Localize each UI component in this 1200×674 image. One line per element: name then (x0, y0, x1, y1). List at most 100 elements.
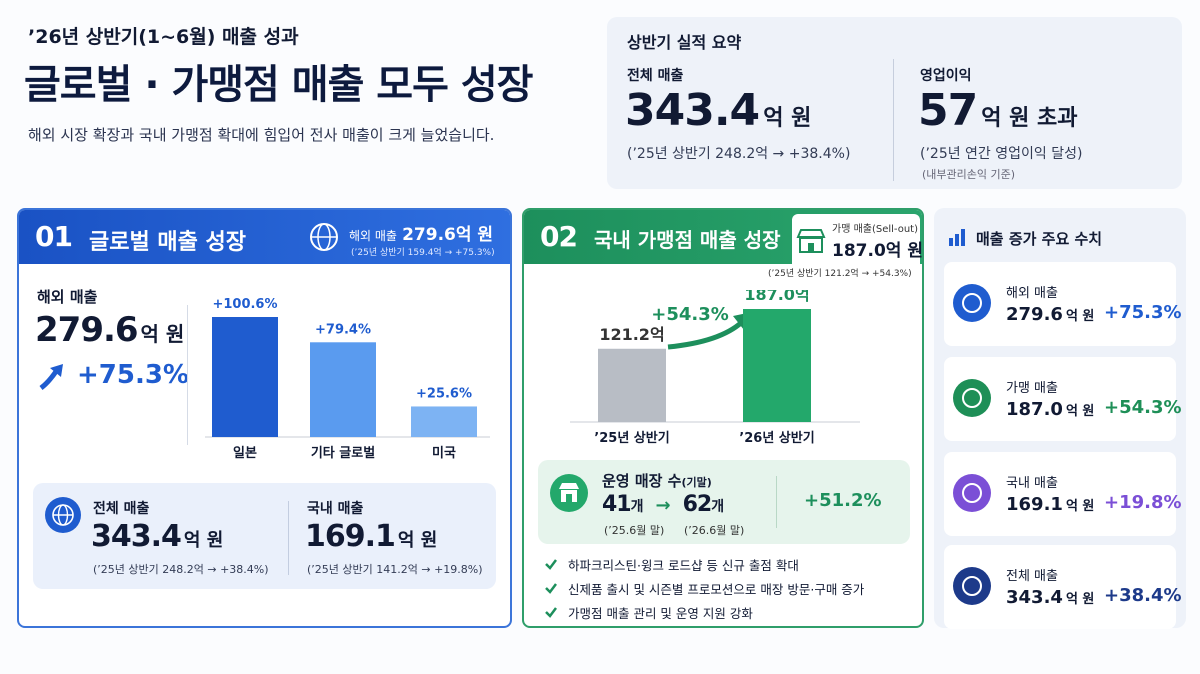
summary-note: (’25년 연간 영업이익 달성) (920, 146, 1083, 162)
global-header (19, 210, 510, 264)
bottom-value: 169.1 (305, 519, 396, 554)
subtitle: 해외 시장 확장과 국내 가맹점 확대에 힘입어 전사 매출이 크게 늘었습니다… (28, 126, 495, 144)
sidebar-value-row: 169.1 억 원 (1006, 494, 1094, 515)
metric-unit: 억 원 (140, 322, 185, 346)
bullet: 하파크리스틴·윙크 로드샵 등 신규 출점 확대 (544, 552, 864, 576)
section-number: 01 (35, 220, 73, 253)
check-icon (545, 583, 557, 594)
bar (212, 317, 278, 437)
sidebar-label: 전체 매출 (1006, 569, 1058, 584)
growth-arrow (667, 320, 744, 350)
icon (953, 567, 991, 605)
global-card: 01 글로벌 매출 성장 해외 매출 279.6억 원 (’25년 상반기 15… (17, 208, 512, 628)
sidebar-card: 해외 매출 279.6 억 원 +75.3% (944, 262, 1182, 346)
globe-icon (45, 497, 81, 533)
check (545, 559, 557, 570)
stores-unit: 개 (711, 499, 725, 515)
icon-circle (953, 379, 991, 417)
category-label: ’25년 상반기 (594, 430, 669, 446)
value-label: 187.0억 (744, 290, 809, 304)
summary-unit: 억 원 초과 (981, 106, 1078, 131)
section-number: 02 (540, 220, 578, 253)
sidebar-unit: 억 원 (1065, 499, 1095, 514)
globe-icon (310, 223, 338, 251)
badge-label: 가맹 매출(Sell-out) (832, 224, 919, 235)
icon (953, 284, 991, 322)
category-label: ’26년 상반기 (739, 430, 814, 446)
summary-footnote: (내부관리손익 기준) (922, 168, 1016, 181)
divider (288, 501, 289, 575)
bottom-box: 전체 매출 343.4 억 원 (’25년 상반기 248.2억 → +38.4%… (33, 483, 496, 589)
icon-inner (962, 388, 982, 408)
bullet-text: 신제품 출시 및 시즌별 프로모션으로 매장 방문·구매 증가 (568, 581, 865, 597)
metric-value: 279.6 (35, 310, 139, 350)
title: 글로벌 · 가맹점 매출 모두 성장 (24, 62, 533, 108)
bar (598, 348, 666, 422)
sidebar-card: 국내 매출 169.1 억 원 +19.8% (944, 452, 1182, 536)
stores-from: 41 (602, 492, 632, 517)
sidebar: 매출 증가 주요 수치 해외 매출 279.6 억 원 +75.3% 가맹 매출 187.… (934, 208, 1186, 629)
value-label: +25.6% (416, 386, 472, 401)
sidebar-value-row: 187.0 억 원 (1006, 399, 1094, 420)
section-title: 글로벌 매출 성장 (89, 230, 246, 255)
check-icon (545, 607, 557, 618)
stores-from-date: (’25.6월 말) (604, 524, 665, 537)
stores-change: +51.2% (804, 490, 882, 511)
value-label: +100.6% (212, 297, 277, 312)
sidebar-unit: 억 원 (1065, 309, 1095, 324)
bottom-unit: 억 원 (397, 530, 438, 551)
bottom-unit: 억 원 (183, 530, 224, 551)
check (545, 607, 557, 618)
check-icon (545, 559, 557, 570)
icon-inner (962, 293, 982, 313)
summary-title: 상반기 실적 요약 (627, 33, 742, 52)
franchise-chart: +54.3% 121.2억 ’25년 상반기 187.0억 ’26년 상반기 (570, 290, 860, 446)
icon-inner (962, 576, 982, 596)
franchise-card: 02 국내 가맹점 매출 성장 가맹 매출(Sell-out) 187.0억 원… (522, 208, 924, 628)
badge-note: (’25년 상반기 159.4억 → +75.3%) (351, 248, 495, 258)
sidebar-value: 279.6 (1006, 304, 1063, 325)
stores-to-date: (’26.6월 말) (684, 524, 745, 537)
sidebar-unit: 억 원 (1065, 592, 1095, 607)
stores-box: 운영 매장 수(기말) 41개 → 62개 (’25.6월 말) (’26.6월 말… (538, 460, 910, 544)
icon-inner (962, 483, 982, 503)
sidebar-change: +19.8% (1104, 492, 1182, 513)
up-arrow (39, 364, 63, 390)
divider (893, 59, 894, 181)
divider (776, 476, 777, 528)
sidebar-change: +54.3% (1104, 397, 1182, 418)
icon-circle (953, 284, 991, 322)
stores-title-note: (기말) (681, 476, 712, 489)
check (545, 583, 557, 594)
section-title: 국내 가맹점 매출 성장 (594, 228, 781, 252)
sidebar-change: +75.3% (1104, 302, 1182, 323)
sidebar-value-row: 343.4 억 원 (1006, 587, 1094, 608)
summary-value: 57 (918, 85, 978, 136)
sidebar-label: 가맹 매출 (1006, 381, 1058, 396)
metric-label: 해외 매출 (37, 288, 98, 306)
store-icon (550, 474, 588, 512)
divider (187, 305, 188, 445)
sidebar-card: 가맹 매출 187.0 억 원 +54.3% (944, 357, 1182, 441)
bar (411, 406, 477, 437)
bar (310, 342, 376, 437)
chart-annotation: +54.3% (651, 304, 729, 325)
badge-note: (’25년 상반기 121.2억 → +54.3%) (768, 269, 912, 279)
bar-icon (949, 229, 965, 246)
category-label: 미국 (432, 445, 456, 461)
bottom-label: 국내 매출 (307, 501, 364, 517)
metric-change: +75.3% (77, 360, 189, 390)
sidebar-label: 해외 매출 (1006, 286, 1058, 301)
icon (953, 474, 991, 512)
sidebar-value: 169.1 (1006, 494, 1063, 515)
sidebar-unit: 억 원 (1065, 404, 1095, 419)
summary-box: 상반기 실적 요약 전체 매출 343.4 억 원 (’25년 상반기 248.2… (607, 17, 1182, 189)
badge-value: 187.0억 원 (832, 241, 923, 261)
bottom-value: 343.4 (91, 519, 182, 554)
kicker: ’26년 상반기(1~6월) 매출 성과 (28, 26, 299, 48)
bullet-text: 가맹점 매출 관리 및 운영 지원 강화 (568, 605, 753, 621)
badge-label: 해외 매출 (349, 229, 397, 243)
summary-value: 343.4 (625, 85, 760, 136)
badge-value: 279.6억 원 (402, 225, 494, 245)
